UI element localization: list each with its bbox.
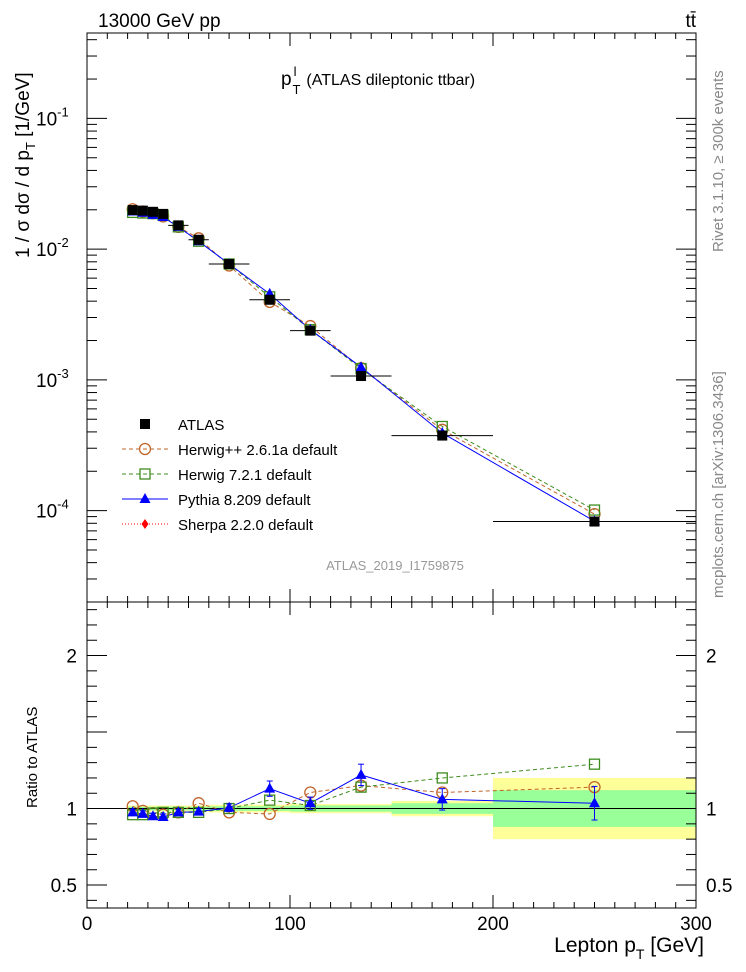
process-label: tt̄ bbox=[685, 11, 696, 32]
y-tick-label: 10-1 bbox=[36, 104, 69, 130]
pythia-main-point bbox=[355, 361, 367, 372]
legend-marker-pythia bbox=[139, 493, 151, 503]
x-tick-label: 300 bbox=[680, 914, 712, 935]
pythia-ratio-point bbox=[436, 793, 448, 804]
atlas-data-point bbox=[589, 516, 600, 527]
herwigpp-ratio-point bbox=[304, 786, 317, 799]
y-tick-label: 10-3 bbox=[36, 366, 69, 392]
x-tick-label: 0 bbox=[82, 914, 93, 935]
pythia-ratio-point bbox=[157, 810, 169, 821]
ratio-y-tick-label-left: 2 bbox=[66, 647, 77, 668]
legend-label-sherpa: Sherpa 2.2.0 default bbox=[178, 517, 314, 534]
atlas-data-point bbox=[147, 206, 158, 217]
atlas-data-point bbox=[193, 234, 204, 245]
mcplots-reference: mcplots.cern.ch [arXiv:1306.3436] bbox=[710, 371, 727, 598]
pythia-ratio-point bbox=[127, 806, 139, 817]
y-axis-label: 1 / σ dσ / d pT [1/GeV] bbox=[13, 72, 38, 258]
ratio-y-axis-label: Ratio to ATLAS bbox=[24, 707, 41, 808]
legend-label-herwig7: Herwig 7.2.1 default bbox=[178, 467, 312, 484]
pythia-ratio-point bbox=[355, 768, 367, 779]
herwigpp-ratio-line bbox=[132, 785, 595, 816]
title-symbol: p bbox=[281, 69, 292, 90]
atlas-data-point bbox=[127, 205, 138, 216]
legend-marker-herwigpp bbox=[138, 442, 152, 456]
x-tick-label: 100 bbox=[274, 914, 306, 935]
legend-label-atlas: ATLAS bbox=[178, 417, 224, 434]
pythia-ratio-point bbox=[193, 805, 205, 816]
pythia-ratio-point bbox=[304, 797, 316, 808]
atlas-data-point bbox=[264, 294, 275, 305]
plot-title: p l T (ATLAS dileptonic ttbar) bbox=[281, 64, 475, 97]
herwigpp-main-line bbox=[132, 208, 595, 515]
legend-label-pythia: Pythia 8.209 default bbox=[178, 492, 311, 509]
atlas-data-point bbox=[158, 208, 169, 219]
energy-label: 13000 GeV pp bbox=[98, 11, 221, 32]
herwig7-ratio-point bbox=[588, 758, 601, 770]
atlas-data-point bbox=[437, 430, 448, 441]
x-tick-label: 200 bbox=[477, 914, 509, 935]
ratio-y-tick-label-right: 1 bbox=[706, 800, 717, 821]
y-tick-label: 10-2 bbox=[36, 235, 69, 261]
herwigpp-ratio-point bbox=[263, 807, 276, 821]
pythia-ratio-point bbox=[137, 807, 149, 818]
pythia-ratio-point bbox=[172, 806, 184, 817]
x-axis-label: Lepton pT [GeV] bbox=[554, 934, 704, 962]
herwig7-main-line bbox=[132, 211, 595, 511]
legend: ATLAS Herwig++ 2.6.1a default Herwig 7.2.1… bbox=[122, 417, 338, 534]
y-tick-label: 10-4 bbox=[36, 497, 69, 523]
ratio-y-tick-label-right: 0.5 bbox=[706, 876, 732, 897]
pythia-ratio-point bbox=[223, 801, 235, 812]
herwig7-ratio-point bbox=[436, 772, 448, 784]
data-series bbox=[126, 203, 696, 821]
legend-marker-atlas bbox=[140, 419, 150, 429]
herwig7-main-point bbox=[588, 504, 601, 516]
legend-marker-sherpa bbox=[141, 519, 149, 529]
ratio-panel-frame bbox=[86, 601, 697, 909]
pythia-ratio-point bbox=[264, 782, 276, 793]
pythia-ratio-point bbox=[147, 810, 159, 821]
ratio-y-tick-label-right: 2 bbox=[706, 647, 717, 668]
ratio-y-tick-label-left: 1 bbox=[66, 800, 77, 821]
atlas-data-point bbox=[224, 258, 235, 269]
title-superscript: l bbox=[294, 64, 297, 79]
atlas-data-point bbox=[305, 325, 316, 336]
title-description: (ATLAS dileptonic ttbar) bbox=[306, 72, 475, 89]
legend-label-herwigpp: Herwig++ 2.6.1a default bbox=[178, 442, 338, 459]
rivet-version: Rivet 3.1.10, ≥ 300k events bbox=[710, 70, 727, 252]
herwig7-ratio-line bbox=[132, 763, 595, 816]
pythia-ratio-point bbox=[589, 797, 600, 808]
ratio-y-tick-label-left: 0.5 bbox=[51, 876, 77, 897]
analysis-id: ATLAS_2019_I1759875 bbox=[326, 558, 464, 573]
title-subscript: T bbox=[292, 82, 300, 97]
legend-marker-herwig7 bbox=[139, 468, 151, 480]
atlas-data-point bbox=[173, 220, 184, 231]
axis-ticks: 0 100 200 300 10-4 10-3 10-2 10-1 0.5 0.5 1 1 2 2 bbox=[36, 33, 732, 935]
atlas-data-point bbox=[137, 205, 148, 216]
atlas-data-point bbox=[356, 371, 367, 382]
